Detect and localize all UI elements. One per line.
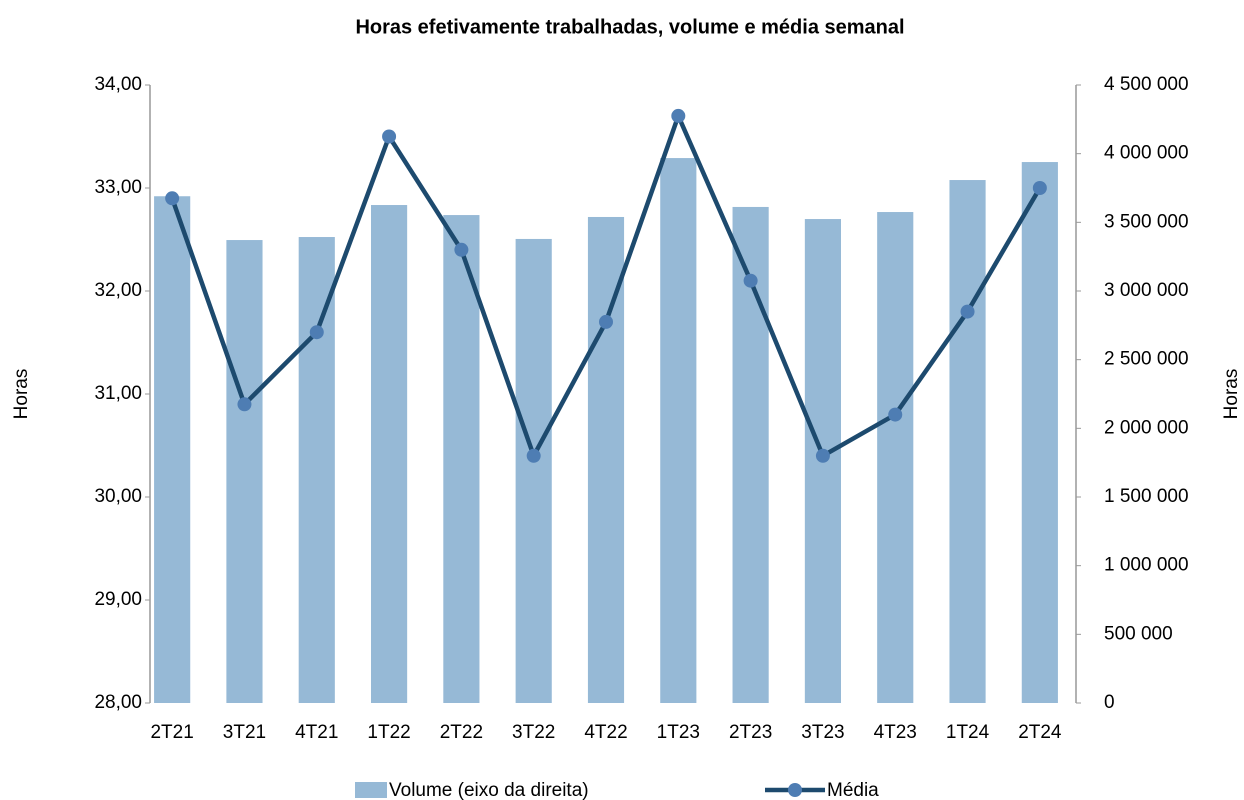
y-tick-label: 28,00 xyxy=(94,692,142,713)
marker xyxy=(454,242,469,257)
y2-tick-label: 2 000 000 xyxy=(1104,417,1189,438)
x-tick-label: 2T21 xyxy=(150,722,193,743)
y2-tick-label: 0 xyxy=(1104,692,1115,713)
y2-tick-label: 500 000 xyxy=(1104,623,1173,644)
marker xyxy=(599,314,613,329)
marker xyxy=(888,407,903,422)
bar xyxy=(587,216,625,703)
x-tick-label: 2T24 xyxy=(1018,722,1062,743)
marker xyxy=(671,108,686,123)
x-tick-label: 2T22 xyxy=(440,722,483,743)
chart-title: Horas efetivamente trabalhadas, volume e… xyxy=(355,16,904,38)
y-tick-label: 30,00 xyxy=(94,486,142,507)
x-tick-label: 2T23 xyxy=(729,722,772,743)
marker xyxy=(382,129,397,144)
marker xyxy=(815,448,830,463)
y-tick-label: 29,00 xyxy=(94,589,142,610)
bar xyxy=(443,215,480,703)
bar xyxy=(515,238,552,703)
x-tick-label: 1T22 xyxy=(367,722,410,743)
bar xyxy=(660,158,697,703)
marker xyxy=(237,397,252,412)
x-tick-label: 4T21 xyxy=(295,722,338,743)
x-tick-label: 3T23 xyxy=(801,722,844,743)
x-tick-label: 3T22 xyxy=(512,722,555,743)
bar xyxy=(298,237,335,703)
bar xyxy=(949,180,986,703)
x-tick-label: 1T23 xyxy=(657,722,700,743)
y-tick-label: 31,00 xyxy=(94,383,142,404)
bar xyxy=(226,240,263,704)
y-axis-title: Horas xyxy=(11,369,32,420)
legend-swatch xyxy=(355,782,387,798)
y2-tick-label: 2 500 000 xyxy=(1104,349,1189,370)
y2-tick-label: 1 000 000 xyxy=(1104,555,1189,576)
bar xyxy=(371,205,408,703)
bar xyxy=(1021,162,1058,703)
y2-axis-title: Horas xyxy=(1221,369,1242,420)
y-tick-label: 32,00 xyxy=(94,280,142,301)
marker xyxy=(309,325,324,340)
marker xyxy=(743,273,758,288)
legend-label: Volume (eixo da direita) xyxy=(389,780,589,800)
y2-tick-label: 3 000 000 xyxy=(1104,280,1189,301)
x-tick-label: 4T22 xyxy=(584,722,627,743)
x-tick-label: 4T23 xyxy=(874,722,917,743)
legend-label: Média xyxy=(827,780,879,800)
x-tick-label: 3T21 xyxy=(223,722,266,743)
marker xyxy=(1032,181,1047,195)
legend-marker xyxy=(788,783,802,797)
x-tick-label: 1T24 xyxy=(946,722,990,743)
y2-tick-label: 4 000 000 xyxy=(1104,143,1189,164)
marker xyxy=(960,304,975,319)
y2-tick-label: 1 500 000 xyxy=(1104,486,1189,507)
bar xyxy=(154,196,191,704)
y2-tick-label: 4 500 000 xyxy=(1104,74,1189,95)
y2-tick-label: 3 500 000 xyxy=(1104,211,1189,232)
y-tick-label: 34,00 xyxy=(94,74,142,95)
y-tick-label: 33,00 xyxy=(94,177,142,198)
marker xyxy=(526,448,541,463)
bar xyxy=(732,206,769,703)
bar xyxy=(877,212,914,704)
marker xyxy=(165,191,180,206)
